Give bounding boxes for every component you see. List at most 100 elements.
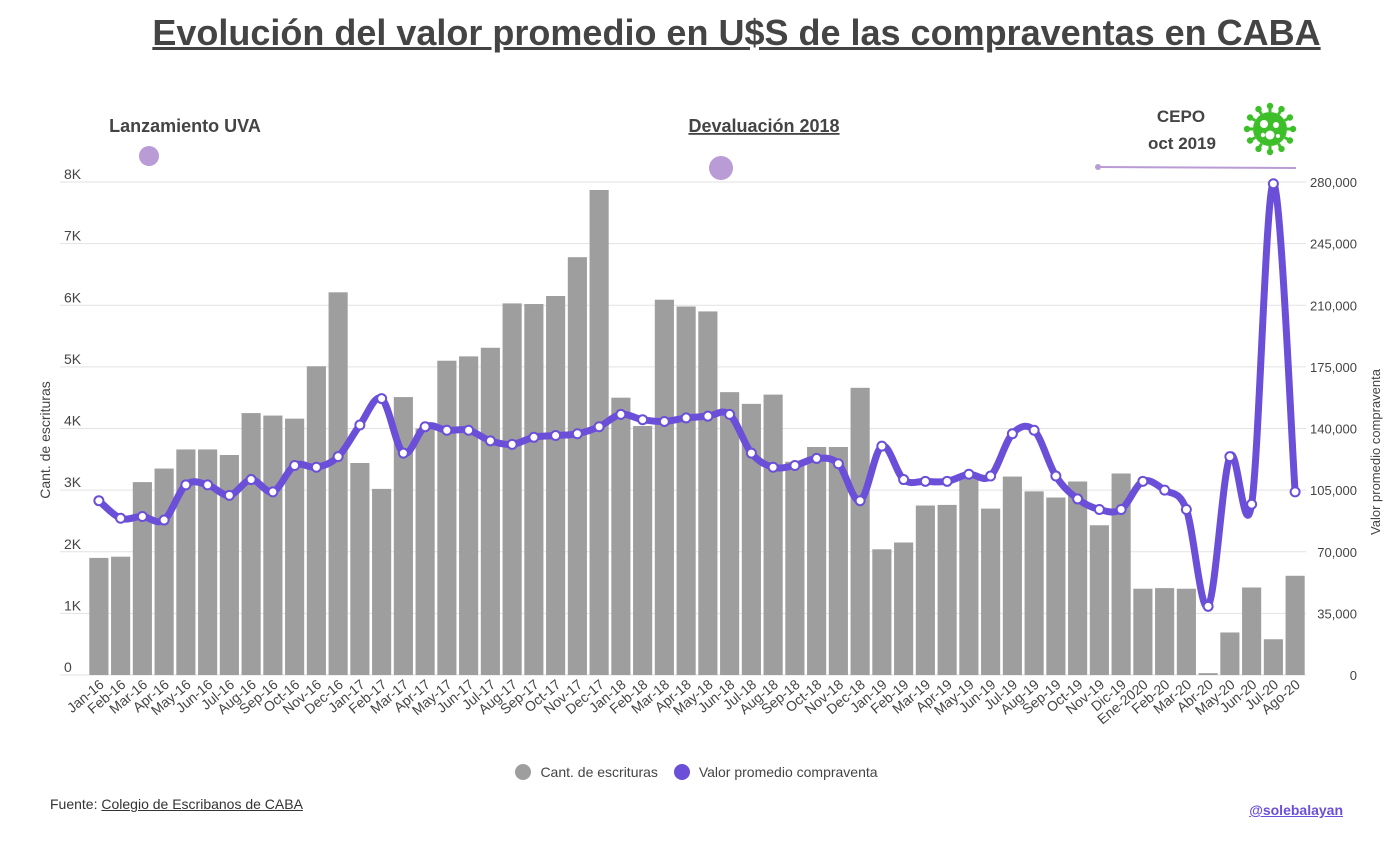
bar bbox=[372, 488, 392, 675]
bar bbox=[915, 505, 935, 675]
line-point bbox=[1224, 451, 1236, 463]
line-point bbox=[702, 410, 714, 422]
left-tick-label: 8K bbox=[64, 166, 82, 182]
line-point bbox=[811, 452, 823, 464]
bar bbox=[176, 449, 196, 675]
line-point bbox=[1202, 600, 1214, 612]
line-point bbox=[289, 459, 301, 471]
cepo-range-start bbox=[1095, 164, 1101, 170]
bar bbox=[350, 463, 370, 675]
line-point bbox=[202, 479, 214, 491]
legend-item-bars[interactable]: Cant. de escrituras bbox=[515, 764, 658, 780]
bar bbox=[654, 299, 674, 675]
right-tick-label: 0 bbox=[1350, 668, 1357, 683]
bar bbox=[480, 347, 500, 675]
bar bbox=[633, 426, 653, 675]
bar bbox=[937, 504, 957, 675]
left-axis-title: Cant. de escrituras bbox=[37, 381, 53, 499]
bar bbox=[1111, 473, 1131, 675]
line-point bbox=[767, 461, 779, 473]
bar bbox=[1198, 673, 1218, 675]
line-point bbox=[136, 511, 148, 523]
bar bbox=[437, 360, 457, 675]
line-point bbox=[637, 414, 649, 426]
left-tick-label: 5K bbox=[64, 351, 82, 367]
line-point bbox=[941, 475, 953, 487]
annotation-cepo: CEPO bbox=[1157, 107, 1205, 126]
line-point bbox=[484, 435, 496, 447]
bar bbox=[89, 557, 109, 675]
line-point bbox=[223, 489, 235, 501]
line-point bbox=[963, 468, 975, 480]
marker-devaluacion bbox=[709, 156, 733, 180]
bar bbox=[1155, 588, 1175, 675]
legend-swatch-bars bbox=[515, 764, 532, 780]
line-point bbox=[1072, 493, 1084, 505]
legend-label-bars: Cant. de escrituras bbox=[540, 764, 658, 780]
line-point bbox=[310, 461, 322, 473]
source-footer: Fuente: Colegio de Escribanos de CABA bbox=[50, 796, 303, 812]
source-link[interactable]: Colegio de Escribanos de CABA bbox=[101, 796, 303, 812]
bar bbox=[894, 542, 914, 675]
bar bbox=[850, 387, 870, 675]
right-tick-label: 70,000 bbox=[1317, 545, 1357, 560]
line-point bbox=[1050, 470, 1062, 482]
left-tick-label: 0 bbox=[64, 659, 72, 675]
line-point bbox=[528, 431, 540, 443]
line-point bbox=[854, 495, 866, 507]
left-tick-label: 4K bbox=[64, 413, 82, 429]
line-point bbox=[615, 408, 627, 420]
line-point bbox=[441, 424, 453, 436]
bar bbox=[285, 418, 305, 675]
line-point bbox=[1180, 503, 1192, 515]
left-tick-label: 6K bbox=[64, 289, 82, 305]
line-point bbox=[658, 415, 670, 427]
line-point bbox=[1115, 503, 1127, 515]
right-axis-title: Valor promedio compraventa bbox=[1368, 368, 1383, 535]
bar bbox=[763, 394, 783, 675]
line-point bbox=[354, 419, 366, 431]
bar bbox=[959, 478, 979, 675]
legend-item-line[interactable]: Valor promedio compraventa bbox=[673, 764, 878, 780]
bar bbox=[1220, 632, 1240, 675]
bar bbox=[611, 397, 631, 675]
bar bbox=[1176, 588, 1196, 675]
line-point bbox=[832, 458, 844, 470]
bar bbox=[872, 549, 892, 675]
line-point bbox=[919, 475, 931, 487]
line-point bbox=[267, 486, 279, 498]
line-point bbox=[1246, 498, 1258, 510]
source-prefix: Fuente: bbox=[50, 796, 98, 812]
line-point bbox=[180, 479, 192, 491]
bar bbox=[1046, 497, 1066, 675]
bar bbox=[1024, 491, 1044, 675]
line-point bbox=[724, 408, 736, 420]
bar bbox=[807, 446, 827, 675]
annotation-uva: Lanzamiento UVA bbox=[109, 116, 261, 136]
line-point bbox=[1006, 428, 1018, 440]
line-point bbox=[332, 451, 344, 463]
bar bbox=[1089, 525, 1109, 675]
line-point bbox=[789, 459, 801, 471]
line-point bbox=[463, 424, 475, 436]
left-tick-label: 2K bbox=[64, 536, 82, 552]
line-point bbox=[397, 447, 409, 459]
line-point bbox=[745, 447, 757, 459]
left-tick-label: 7K bbox=[64, 228, 82, 244]
line-point bbox=[506, 438, 518, 450]
bar bbox=[415, 428, 435, 675]
bar bbox=[1285, 575, 1305, 675]
line-point bbox=[1028, 424, 1040, 436]
author-handle[interactable]: @solebalayan bbox=[1249, 802, 1343, 818]
bar bbox=[676, 306, 696, 675]
bar bbox=[111, 556, 131, 675]
line-point bbox=[1289, 486, 1301, 498]
right-tick-label: 280,000 bbox=[1310, 175, 1357, 190]
line-point bbox=[550, 430, 562, 442]
line-point bbox=[571, 428, 583, 440]
bar bbox=[1068, 481, 1088, 675]
bar bbox=[328, 292, 348, 675]
bar bbox=[241, 413, 261, 675]
right-tick-label: 175,000 bbox=[1310, 360, 1357, 375]
line-point bbox=[419, 421, 431, 433]
